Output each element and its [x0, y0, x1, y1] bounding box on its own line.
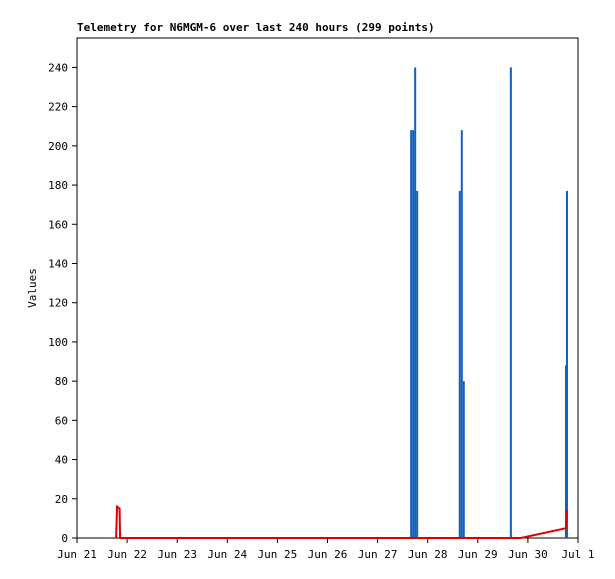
- x-tick-label: Jun 21: [57, 548, 97, 561]
- x-tick-label: Jun 24: [207, 548, 247, 561]
- impulse-bar: [458, 190, 461, 539]
- impulse-bar: [414, 67, 417, 538]
- impulse-bar: [462, 381, 465, 538]
- y-tick-label: 40: [55, 454, 68, 467]
- impulse-bar: [410, 130, 413, 538]
- x-tick-label: Jun 28: [408, 548, 448, 561]
- x-tick-label: Jun 26: [308, 548, 348, 561]
- y-tick-label: 120: [48, 297, 68, 310]
- impulse-bar: [412, 130, 415, 538]
- y-tick-label: 140: [48, 257, 68, 270]
- y-axis-label: Values: [26, 268, 39, 308]
- y-tick-label: 240: [48, 61, 68, 74]
- y-tick-label: 160: [48, 218, 68, 231]
- y-tick-label: 180: [48, 179, 68, 192]
- y-tick-label: 20: [55, 493, 68, 506]
- x-tick-label: Jun 29: [458, 548, 498, 561]
- chart-title: Telemetry for N6MGM-6 over last 240 hour…: [77, 21, 435, 34]
- impulse-bar: [509, 67, 512, 538]
- x-tick-label: Jul 1: [561, 548, 594, 561]
- impulse-bar: [565, 190, 568, 539]
- plot-frame: [76, 37, 579, 539]
- y-tick-label: 0: [61, 532, 68, 545]
- impulse-bar: [416, 190, 419, 539]
- x-tick-label: Jun 30: [508, 548, 548, 561]
- x-tick-label: Jun 22: [107, 548, 147, 561]
- x-tick-label: Jun 25: [258, 548, 298, 561]
- y-tick-label: 100: [48, 336, 68, 349]
- x-tick-label: Jun 27: [358, 548, 398, 561]
- impulse-bar: [460, 130, 463, 538]
- x-tick-label: Jun 23: [157, 548, 197, 561]
- y-tick-label: 60: [55, 414, 68, 427]
- data-line: [115, 504, 568, 539]
- y-tick-label: 220: [48, 101, 68, 114]
- impulse-bar: [564, 365, 567, 538]
- y-tick-label: 200: [48, 140, 68, 153]
- y-tick-label: 80: [55, 375, 68, 388]
